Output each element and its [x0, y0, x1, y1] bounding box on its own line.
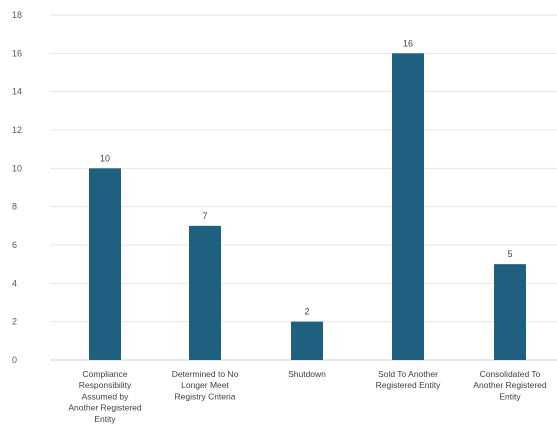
data-label: 16 — [403, 38, 413, 48]
data-labels: 10 7 2 16 5 — [100, 38, 513, 316]
gridlines — [50, 14, 557, 361]
bar — [189, 225, 221, 360]
y-tick-label: 16 — [12, 48, 22, 58]
data-label: 10 — [100, 153, 110, 163]
data-label: 7 — [202, 211, 207, 221]
bar — [392, 53, 424, 360]
x-axis-categories: Compliance Responsibility Assumed by Anothe… — [68, 369, 547, 424]
bar — [494, 264, 526, 360]
y-tick-label: 10 — [12, 163, 22, 173]
y-tick-label: 14 — [12, 87, 22, 97]
y-tick-label: 12 — [12, 125, 22, 135]
x-category-label: Consolidated To Another Registered Entity — [473, 369, 547, 401]
data-label: 2 — [304, 307, 309, 317]
y-tick-label: 0 — [12, 355, 17, 365]
y-tick-label: 6 — [12, 240, 17, 250]
y-tick-label: 2 — [12, 317, 17, 327]
bar — [291, 321, 323, 360]
y-axis-ticks: 0 2 4 6 8 10 12 14 16 18 — [12, 10, 22, 365]
y-tick-label: 18 — [12, 10, 22, 20]
x-category-label: Determined to No Longer Meet Registry Crit… — [172, 369, 239, 401]
data-label: 5 — [507, 249, 512, 259]
x-category-label: Compliance Responsibility Assumed by Anothe… — [68, 369, 142, 424]
bar — [89, 168, 121, 360]
y-tick-label: 8 — [12, 202, 17, 212]
y-tick-label: 4 — [12, 278, 17, 288]
x-category-label: Sold To Another Registered Entity — [376, 369, 441, 390]
bars — [89, 53, 526, 360]
x-category-label: Shutdown — [288, 369, 326, 379]
